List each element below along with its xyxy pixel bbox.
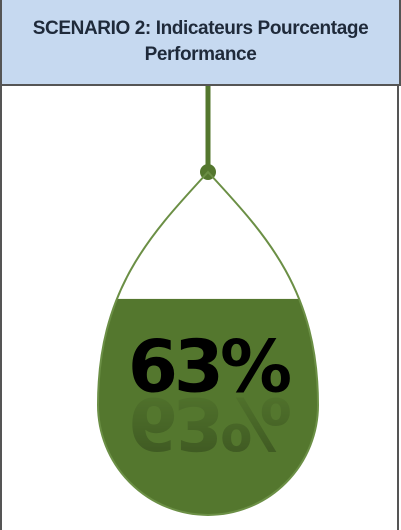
value-label: 63% xyxy=(128,325,290,409)
liquid-fill xyxy=(98,298,318,515)
drop-outline xyxy=(96,170,320,516)
value-reflection: 63% xyxy=(128,381,290,465)
chart-title: SCENARIO 2: Indicateurs Pourcentage Perf… xyxy=(32,18,369,65)
liquid-group xyxy=(98,298,318,515)
header: SCENARIO 2: Indicateurs Pourcentage Perf… xyxy=(0,0,401,86)
